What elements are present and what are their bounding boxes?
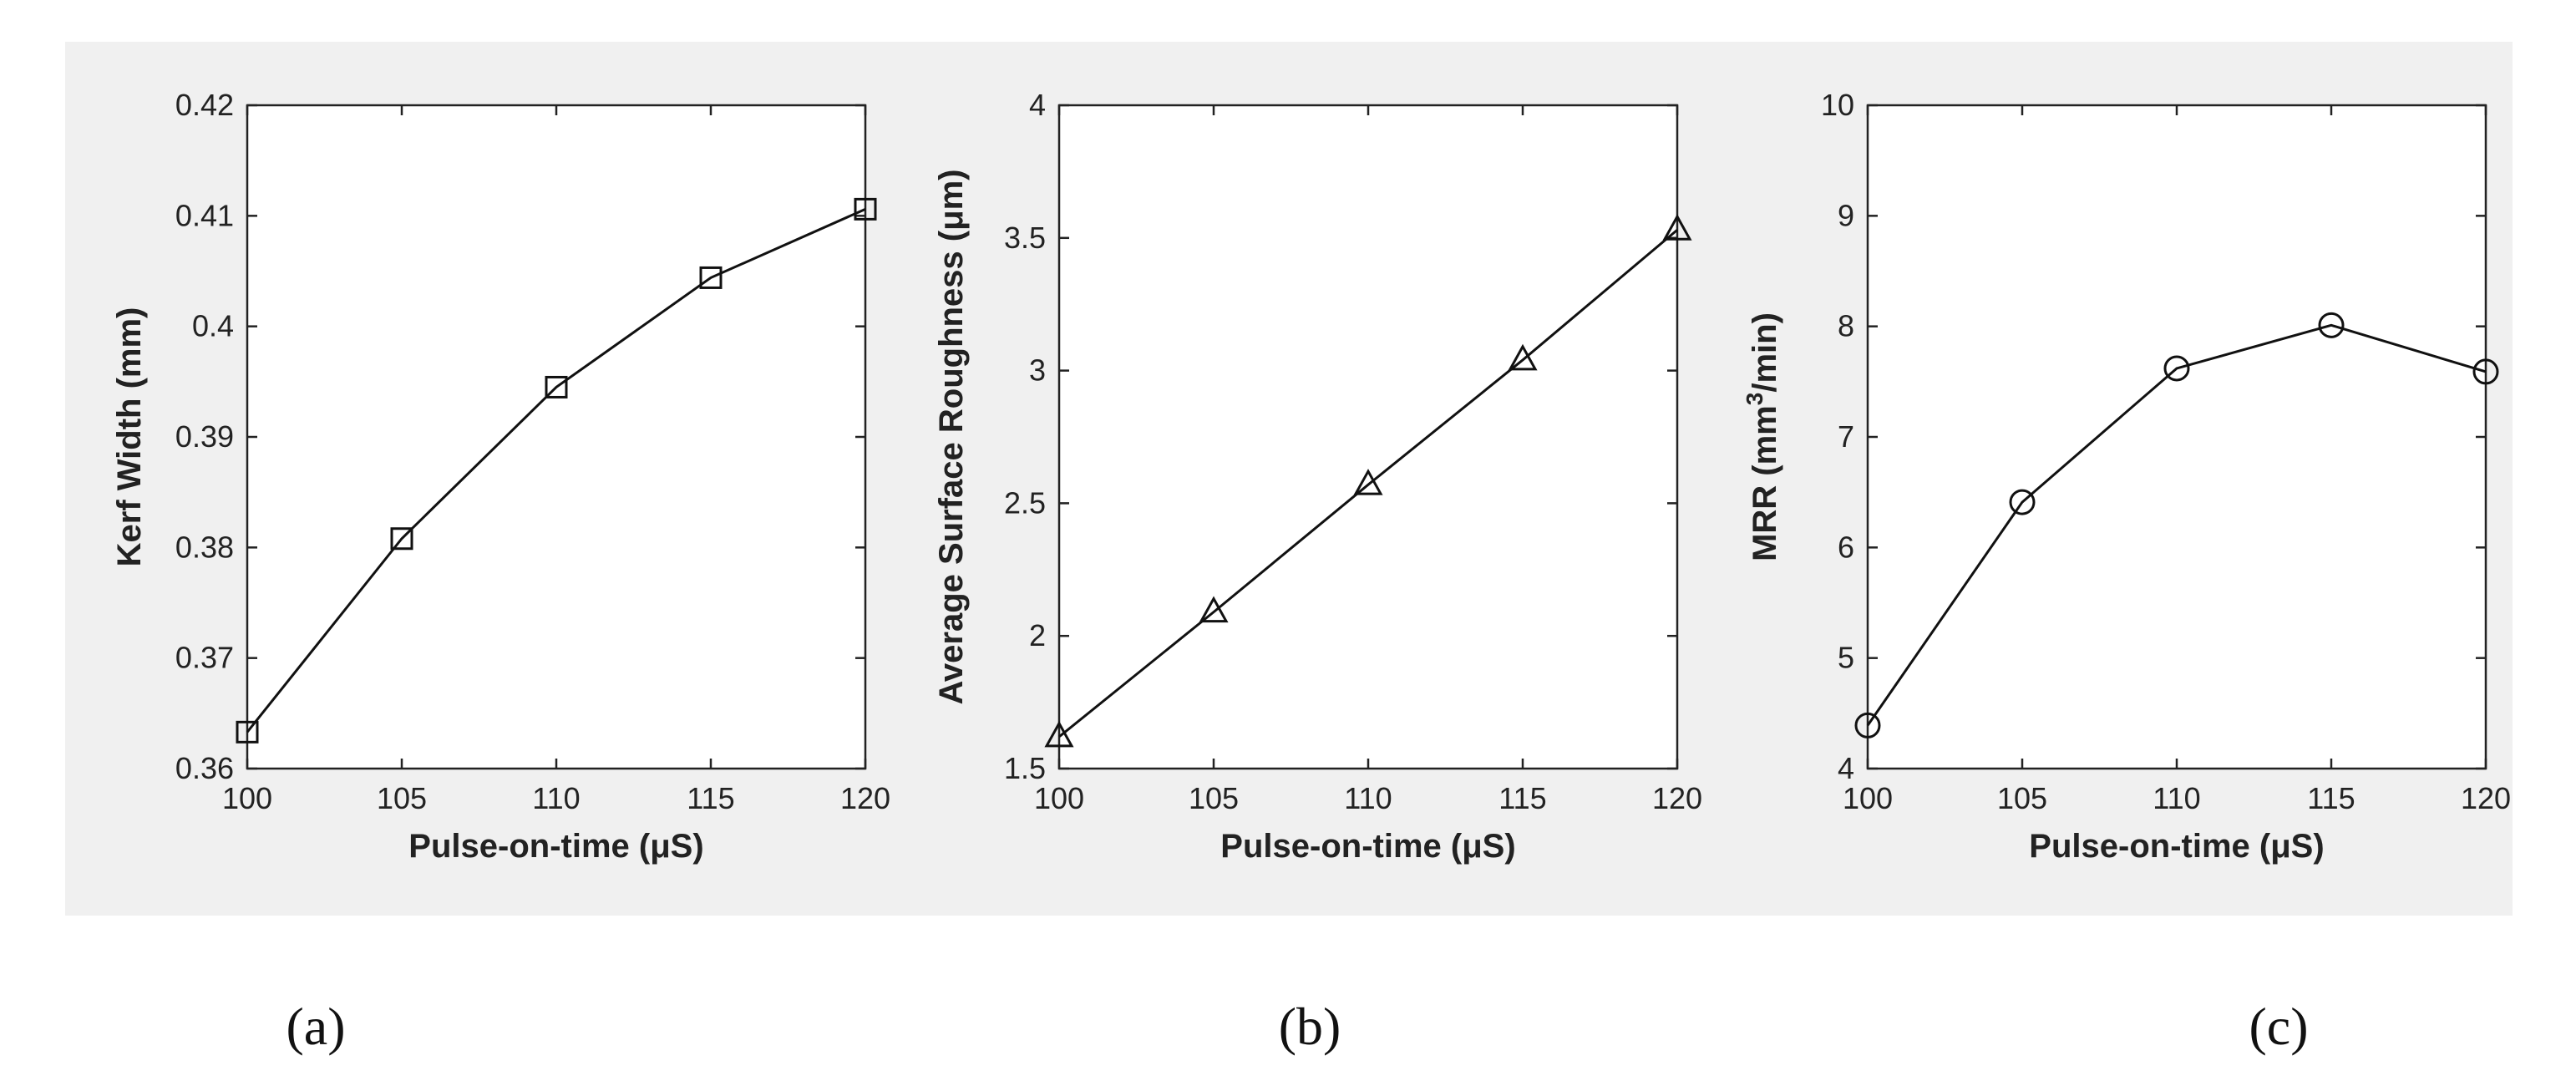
data-point-square [545, 375, 568, 398]
y-tick-label: 10 [1821, 88, 1854, 122]
y-tick-label: 0.37 [175, 641, 234, 675]
x-tick-label: 100 [1843, 781, 1893, 815]
data-point-triangle [1662, 214, 1692, 241]
x-tick-label: 100 [222, 781, 272, 815]
y-axis-label: Kerf Width (mm) [111, 307, 148, 567]
y-tick-label: 6 [1838, 530, 1854, 564]
y-tick-label: 5 [1838, 641, 1854, 675]
plot-area [1057, 104, 1679, 770]
y-axis-label: Average Surface Roughness (μm) [933, 170, 970, 705]
y-tick-label: 3.5 [1004, 221, 1046, 255]
data-point-circle [1854, 712, 1881, 738]
data-point-circle [2009, 489, 2036, 515]
y-tick-label: 1.5 [1004, 751, 1046, 785]
x-tick-label: 105 [1189, 781, 1239, 815]
x-tick-label: 120 [1652, 781, 1702, 815]
data-point-circle [2163, 355, 2190, 382]
y-axis-label: MRR (mm3/min) [1742, 312, 1783, 561]
y-tick-label: 2 [1029, 618, 1046, 652]
chart-mrr: 100 105 110 115 120 4 5 6 7 8 9 10 Pulse-on-time (μS… [1742, 88, 2511, 865]
x-tick-label: 115 [2307, 781, 2355, 815]
data-point-triangle [1353, 469, 1383, 495]
plot-area [1866, 104, 2487, 770]
x-tick-label: 110 [1344, 781, 1392, 815]
y-tick-label: 4 [1838, 751, 1854, 785]
data-point-square [236, 720, 259, 744]
y-tick-label: 7 [1838, 419, 1854, 454]
x-tick-label: 110 [2153, 781, 2200, 815]
x-axis-label: Pulse-on-time (μS) [408, 828, 703, 865]
y-tick-label: 9 [1838, 198, 1854, 232]
x-tick-label: 105 [1997, 781, 2047, 815]
x-tick-label: 105 [377, 781, 427, 815]
series-line [1058, 229, 1678, 738]
y-axis-label-superscript: 3 [1742, 393, 1767, 406]
data-point-square [390, 527, 413, 551]
y-tick-label: 0.42 [175, 88, 234, 122]
y-tick-label: 0.38 [175, 530, 234, 564]
series-line [1866, 323, 2487, 727]
x-axis-label: Pulse-on-time (μS) [2029, 828, 2324, 865]
data-point-square [699, 266, 723, 289]
x-tick-label: 115 [687, 781, 734, 815]
x-tick-label: 100 [1034, 781, 1084, 815]
x-axis-label: Pulse-on-time (μS) [1220, 828, 1515, 865]
x-tick-label: 115 [1498, 781, 1546, 815]
x-tick-label: 120 [2461, 781, 2511, 815]
plot-area [246, 104, 867, 770]
y-tick-label: 0.4 [192, 309, 234, 343]
y-tick-label: 8 [1838, 309, 1854, 343]
y-tick-label: 3 [1029, 353, 1046, 388]
data-point-triangle [1044, 720, 1074, 748]
x-tick-label: 110 [532, 781, 580, 815]
series-line [246, 208, 866, 733]
chart-kerf-width: 100 105 110 115 120 0.36 0.37 0.38 0.39 0.4 0.41 0.… [111, 88, 890, 865]
data-point-circle [2472, 358, 2499, 385]
y-axis-label-part: /min) [1747, 312, 1783, 393]
chart-surface-roughness: 100 105 110 115 120 1.5 2 2.5 3 3.5 4 Pulse-on-time… [933, 88, 1702, 865]
x-tick-label: 120 [840, 781, 890, 815]
panel-label-a: (a) [286, 997, 345, 1056]
y-tick-label: 2.5 [1004, 485, 1046, 520]
y-tick-label: 0.36 [175, 751, 234, 785]
data-point-square [854, 197, 877, 221]
data-point-triangle [1508, 343, 1538, 371]
panel-label-c: (c) [2249, 997, 2308, 1056]
panel-label-b: (b) [1279, 997, 1341, 1056]
y-tick-label: 0.39 [175, 419, 234, 454]
data-point-circle [2318, 312, 2345, 338]
y-tick-label: 0.41 [175, 198, 234, 232]
y-tick-label: 4 [1029, 88, 1046, 122]
y-axis-label-part: MRR (mm [1747, 405, 1783, 561]
data-point-triangle [1199, 596, 1229, 623]
